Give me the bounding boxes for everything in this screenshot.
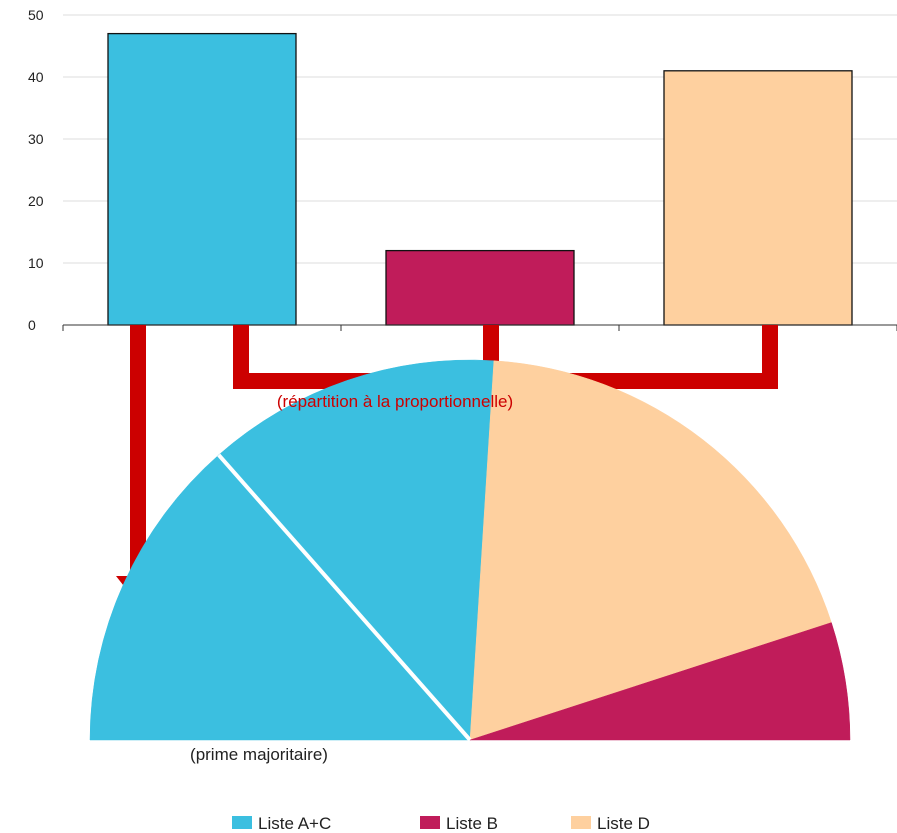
seat-half-pie (89, 359, 851, 742)
bonus-separator (217, 453, 472, 742)
bar (385, 249, 575, 326)
bonus-annotation: (prime majoritaire) (190, 745, 328, 764)
x-axis (62, 324, 897, 331)
legend-swatch (571, 816, 591, 829)
pie-slice (469, 360, 832, 741)
y-tick-label: 0 (28, 317, 36, 333)
y-tick-label: 10 (28, 255, 44, 271)
legend-swatch (232, 816, 252, 829)
bar (107, 32, 297, 326)
legend-swatch (420, 816, 440, 829)
legend-label: Liste A+C (258, 814, 331, 833)
legend: Liste A+C Liste B Liste D (232, 814, 650, 833)
pie-slice (89, 454, 471, 741)
proportional-annotation: (répartition à la proportionnelle) (277, 392, 513, 411)
legend-label: Liste B (446, 814, 498, 833)
y-tick-label: 40 (28, 69, 44, 85)
legend-label: Liste D (597, 814, 650, 833)
bar-series (107, 32, 853, 326)
y-tick-label: 20 (28, 193, 44, 209)
y-tick-label: 30 (28, 131, 44, 147)
pie-slice (469, 622, 851, 741)
bar (663, 70, 853, 326)
pie-slice (218, 359, 495, 741)
y-tick-label: 50 (28, 7, 44, 23)
